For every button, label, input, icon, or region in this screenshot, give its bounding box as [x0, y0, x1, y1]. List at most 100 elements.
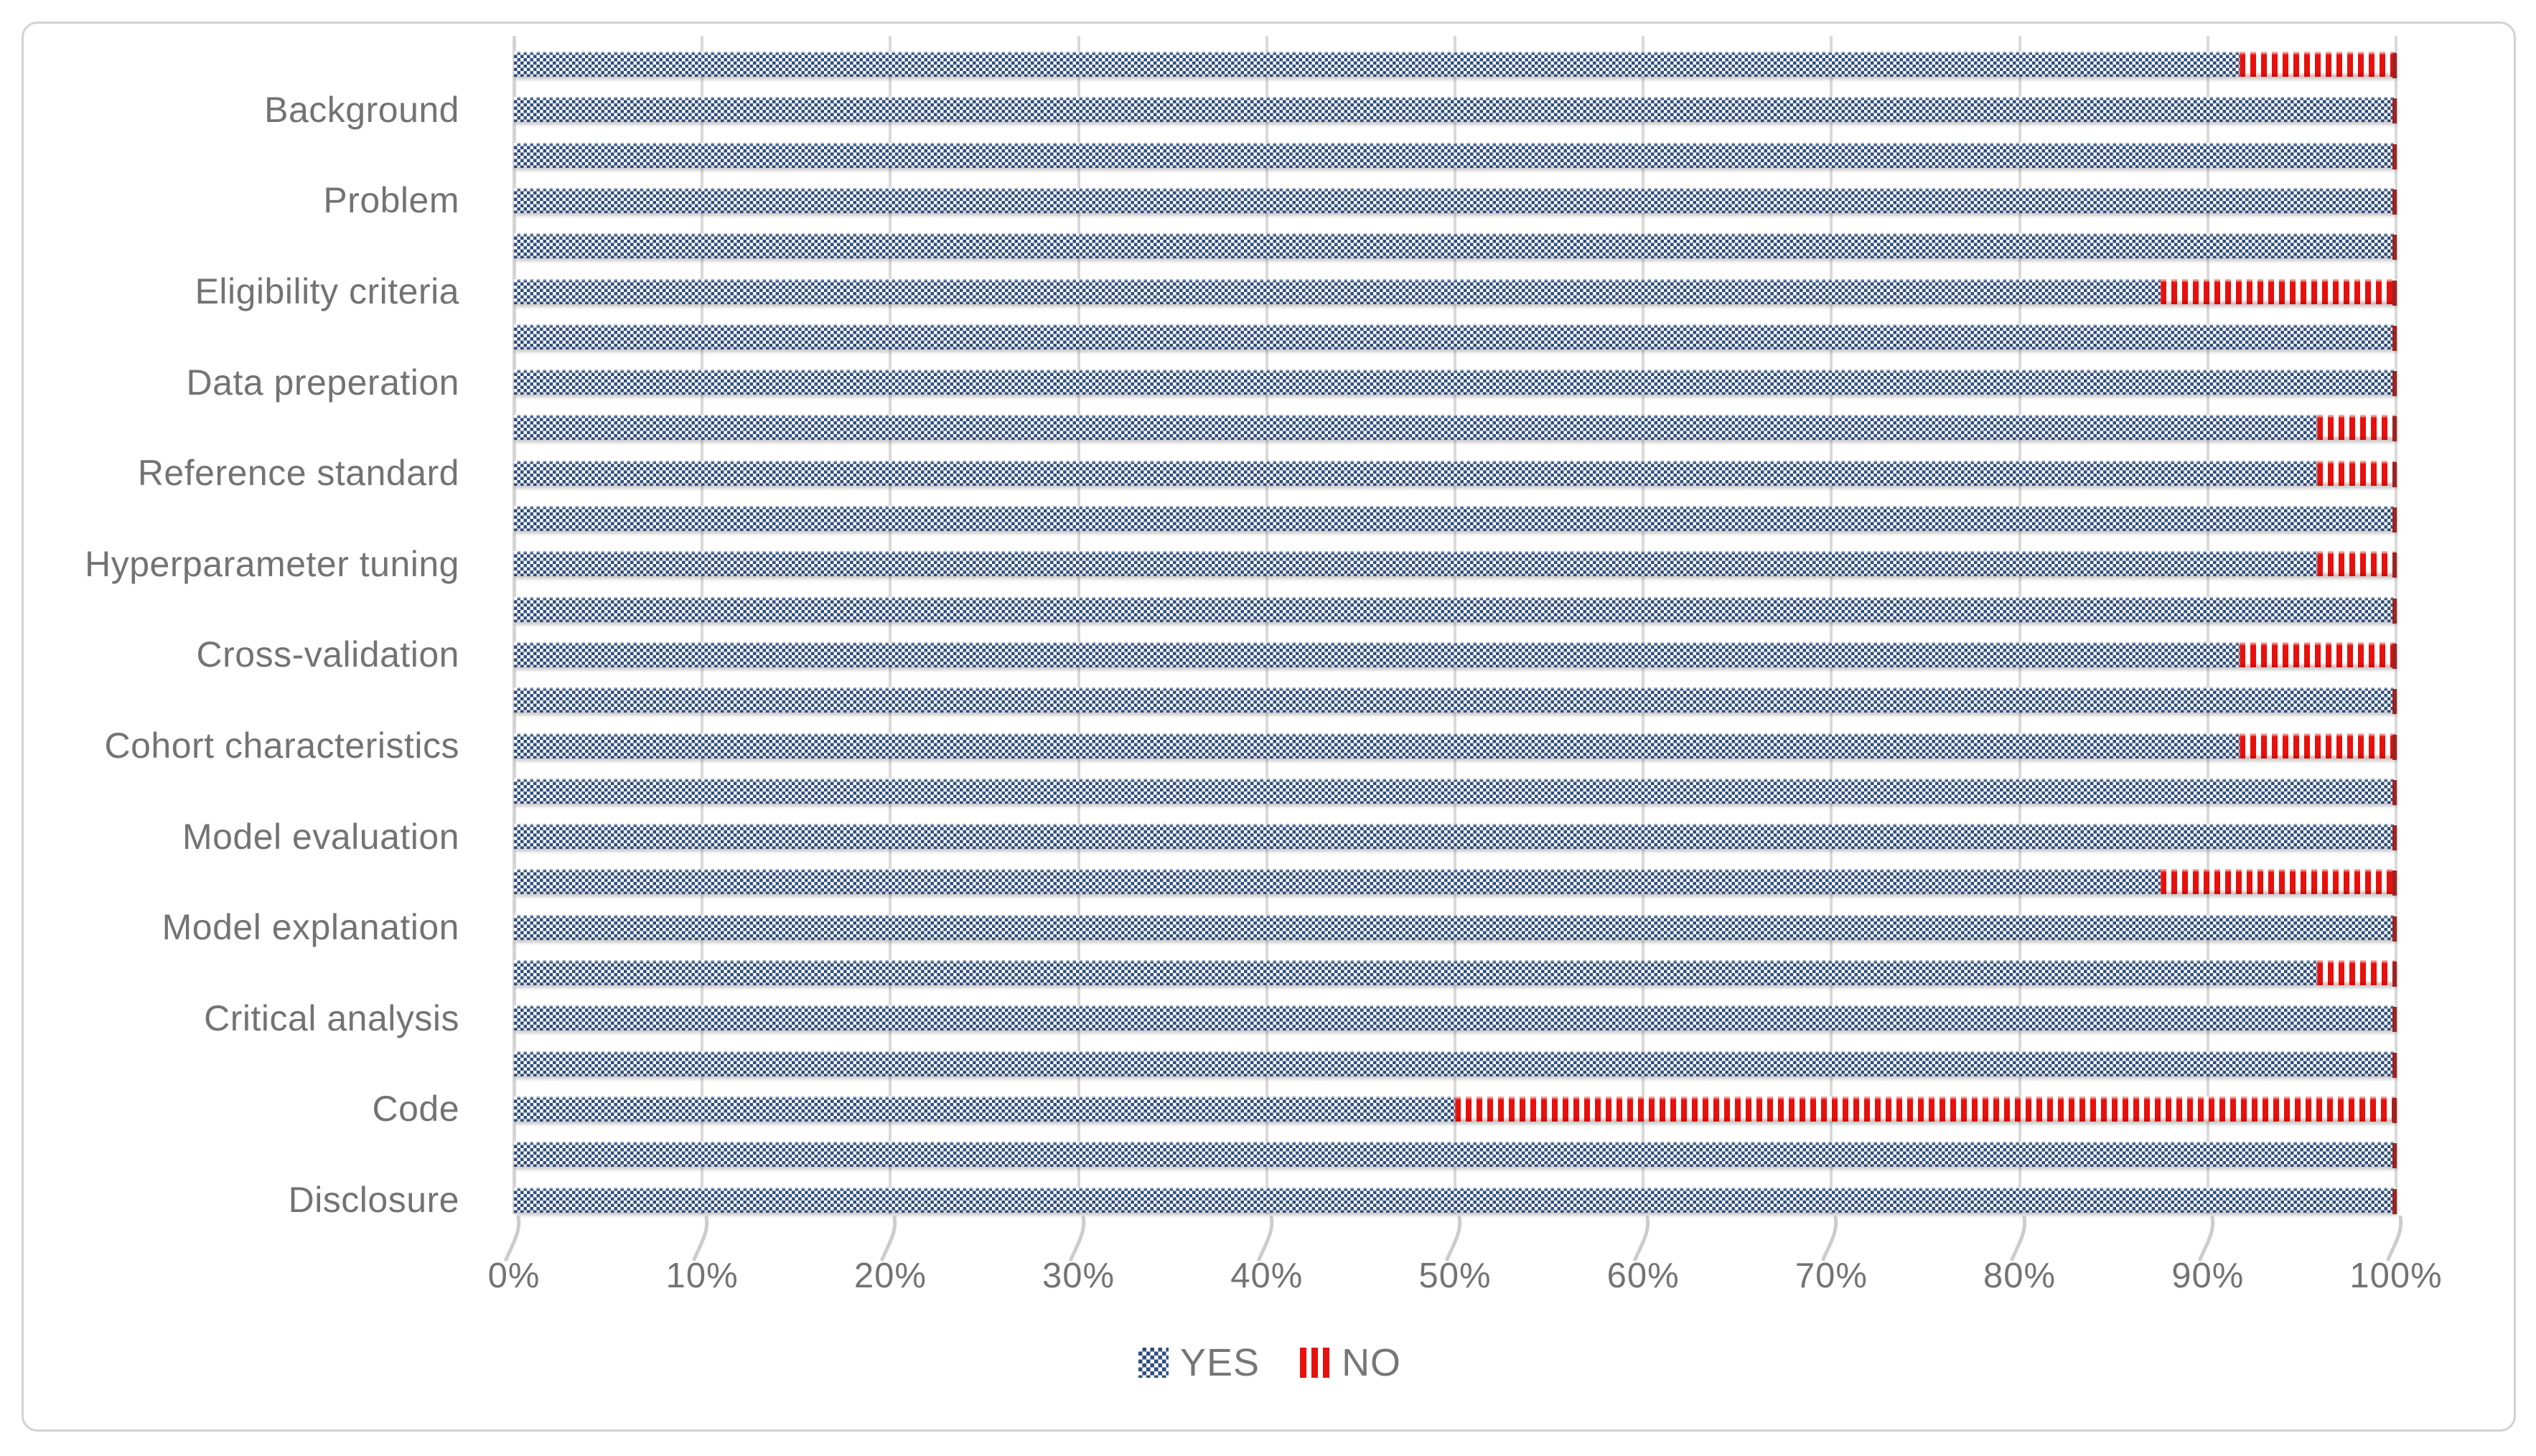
bar-end-cap [2392, 916, 2397, 941]
x-axis-label-10%: 10% [665, 1257, 739, 1295]
bar-yes-segment [514, 278, 2161, 304]
bar-no-segment [2240, 733, 2396, 758]
bar-row [514, 1142, 2397, 1169]
bar-end-cap [2392, 1143, 2397, 1169]
bar-end-cap [2392, 962, 2397, 987]
bar-row [514, 415, 2397, 442]
bar-row [514, 596, 2397, 624]
legend-yes-swatch-icon [1138, 1348, 1169, 1378]
x-axis-label-70%: 70% [1795, 1257, 1868, 1295]
bar-yes-segment [514, 960, 2317, 985]
bar-end-cap [2392, 598, 2397, 624]
bar-no-segment [2316, 551, 2396, 577]
axis-tick-mark [2386, 1216, 2403, 1262]
category-label-cohort-characteristics: Cohort characteristics [104, 725, 459, 766]
bar-yes-segment [514, 733, 2240, 758]
bar-row [514, 778, 2397, 805]
bar-row-model-evaluation [514, 824, 2397, 851]
bar-yes-segment [514, 52, 2240, 77]
bar-yes-segment [514, 1005, 2396, 1031]
bar-no-segment [2161, 278, 2396, 304]
gridline-80% [2018, 36, 2021, 1214]
bar-row-cross-validation [514, 642, 2397, 669]
bar-row [514, 324, 2397, 351]
x-axis-label-30%: 30% [1042, 1257, 1115, 1295]
bar-no-segment [2316, 460, 2396, 486]
bar-row [514, 960, 2397, 987]
gridline-60% [1642, 36, 1645, 1214]
bar-end-cap [2392, 98, 2397, 124]
gridline-100% [2395, 36, 2397, 1214]
category-label-data-preperation: Data preperation [186, 362, 459, 403]
bar-row-code [514, 1096, 2397, 1123]
axis-tick-mark [692, 1216, 709, 1262]
bar-row-background [514, 97, 2397, 124]
bar-yes-segment [514, 460, 2317, 486]
category-label-code: Code [372, 1089, 459, 1129]
bar-yes-segment [514, 233, 2396, 259]
x-axis-label-50%: 50% [1418, 1257, 1492, 1295]
bar-row-eligibility-criteria [514, 278, 2397, 306]
bar-yes-segment [514, 415, 2317, 441]
x-axis-label-0%: 0% [487, 1257, 541, 1295]
bar-end-cap [2392, 1007, 2397, 1033]
bar-end-cap [2392, 189, 2397, 215]
category-label-critical-analysis: Critical analysis [204, 997, 459, 1038]
bar-row-reference-standard [514, 460, 2397, 487]
axis-tick-mark [2198, 1216, 2215, 1262]
gridline-0% [513, 36, 516, 1214]
bar-yes-segment [514, 324, 2396, 349]
axis-tick-mark [1257, 1216, 1274, 1262]
bar-end-cap [2392, 1188, 2397, 1214]
bar-end-cap [2392, 507, 2397, 532]
bar-end-cap [2392, 144, 2397, 169]
x-axis-label-80%: 80% [1983, 1257, 2057, 1295]
gridline-40% [1265, 36, 1268, 1214]
bar-yes-segment [514, 142, 2396, 168]
axis-tick-mark [504, 1216, 521, 1262]
bar-row [514, 506, 2397, 532]
bar-row-disclosure [514, 1187, 2397, 1214]
legend: YES NO [1138, 1332, 1401, 1394]
axis-tick-mark [1633, 1216, 1650, 1262]
legend-item-yes: YES [1138, 1340, 1260, 1385]
bar-yes-segment [514, 97, 2396, 123]
category-label-model-evaluation: Model evaluation [182, 816, 459, 857]
bar-yes-segment [514, 642, 2240, 667]
bar-yes-segment [514, 370, 2396, 395]
category-label-eligibility-criteria: Eligibility criteria [195, 271, 459, 311]
bar-yes-segment [514, 869, 2161, 895]
bar-end-cap [2392, 553, 2397, 578]
bar-row-critical-analysis [514, 1005, 2397, 1033]
bar-row-model-explanation [514, 914, 2397, 941]
bar-yes-segment [514, 506, 2396, 531]
category-label-reference-standard: Reference standard [137, 453, 459, 494]
bar-yes-segment [514, 824, 2396, 850]
bar-end-cap [2392, 779, 2397, 805]
bar-end-cap [2392, 416, 2397, 442]
legend-no-label: NO [1342, 1341, 1402, 1384]
x-axis-label-60%: 60% [1606, 1257, 1680, 1295]
bar-yes-segment [514, 1051, 2396, 1076]
bar-row-data-preperation [514, 370, 2397, 397]
category-label-background: Background [264, 89, 459, 130]
bar-row [514, 869, 2397, 896]
bar-yes-segment [514, 551, 2317, 577]
axis-tick-mark [2010, 1216, 2026, 1262]
bar-end-cap [2392, 643, 2397, 669]
bar-end-cap [2392, 1097, 2397, 1123]
legend-item-no: NO [1300, 1340, 1401, 1385]
bar-row [514, 142, 2397, 169]
bar-yes-segment [514, 1096, 1455, 1122]
axis-tick-mark [1445, 1216, 1462, 1262]
bar-yes-segment [514, 778, 2396, 804]
bar-row-problem [514, 187, 2397, 215]
bar-no-segment [2316, 960, 2396, 985]
category-label-hyperparameter-tuning: Hyperparameter tuning [85, 543, 459, 584]
bar-row [514, 1051, 2397, 1078]
bar-end-cap [2392, 1052, 2397, 1078]
bar-no-segment [2316, 415, 2396, 441]
x-axis-label-90%: 90% [2171, 1257, 2245, 1295]
x-axis-label-100%: 100% [2349, 1257, 2443, 1295]
